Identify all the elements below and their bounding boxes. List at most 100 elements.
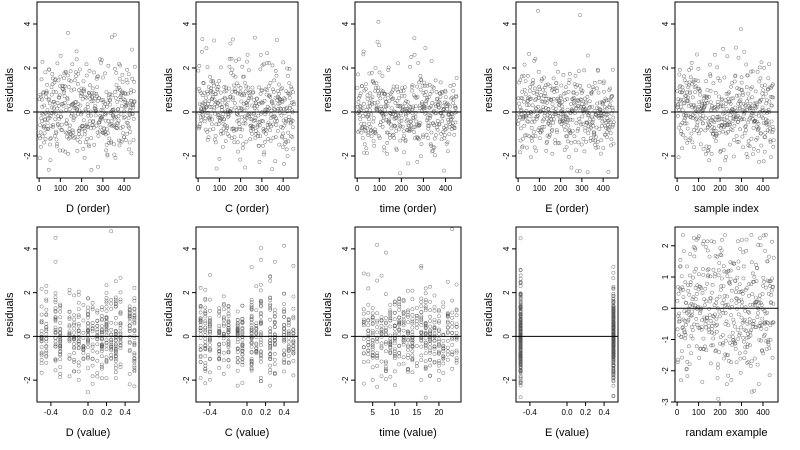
data-point [268,356,273,361]
data-point [417,80,421,85]
data-point [240,146,245,150]
data-point [745,99,749,104]
data-point [244,116,249,120]
data-point [748,303,753,307]
data-point [369,100,374,105]
data-point [563,120,568,125]
data-point [67,329,72,334]
data-point [720,301,725,306]
data-point [692,322,696,327]
x-tick-label: 300 [735,408,749,417]
data-point [403,85,407,90]
x-tick-label: 0 [37,184,42,193]
data-point [75,149,80,153]
data-point [696,79,701,83]
data-point [58,352,63,356]
data-point [90,349,95,353]
data-point [611,325,616,330]
data-point [748,106,752,111]
data-point [611,372,616,376]
data-point [423,364,428,369]
data-point [763,83,767,88]
data-point [249,307,254,312]
data-point [132,360,137,365]
data-point [720,117,725,121]
data-point [767,99,772,104]
data-point [61,90,66,95]
data-point [419,78,424,83]
x-tick-label: 300 [735,184,749,193]
data-point [725,382,729,386]
data-point [109,320,114,325]
data-point [226,325,231,330]
data-point [450,310,455,315]
data-point [270,63,275,68]
data-point [198,121,203,126]
data-point [100,344,104,349]
data-point [716,365,720,370]
y-tick-label: 2 [23,290,32,295]
data-point [716,273,721,278]
data-point [51,123,55,127]
data-point [604,98,609,103]
data-point [258,67,263,72]
data-point [683,116,687,121]
data-point [283,97,287,102]
data-point [266,84,271,89]
data-point [281,107,286,112]
data-point [532,59,537,63]
data-point [431,121,436,125]
data-point [53,357,58,362]
data-point [384,364,388,369]
data-point [291,102,296,107]
data-point [221,316,226,321]
data-point [611,323,616,327]
data-point [545,139,549,144]
data-point [703,322,708,326]
data-point [198,304,203,308]
data-point [240,329,245,334]
data-point [109,345,114,350]
data-point [676,155,681,160]
data-point [420,83,425,88]
data-point [721,311,726,315]
data-point [96,134,101,138]
data-point [65,96,70,100]
data-point [240,303,245,308]
data-point [428,339,432,343]
data-point [518,360,523,364]
data-point [432,317,437,322]
data-point [713,254,718,258]
data-point [758,98,763,102]
plot-frame [354,226,462,403]
data-point [608,98,613,103]
data-point [596,68,600,73]
data-point [709,152,714,156]
data-point [750,113,755,118]
data-point [683,336,687,341]
data-point [440,119,445,124]
data-point [118,321,123,326]
data-point [86,321,90,325]
data-point [542,75,546,80]
data-point [566,89,571,94]
data-point [388,316,393,321]
data-point [238,134,243,139]
data-point [367,121,371,126]
y-tick-label: 0 [661,109,670,114]
data-point [210,122,214,127]
data-point [715,65,719,70]
data-point [104,340,109,345]
data-point [271,122,275,127]
data-point [454,324,459,329]
data-point [675,360,680,364]
data-point [224,102,229,107]
data-point [611,285,616,289]
data-point [527,52,531,56]
data-point [539,78,544,83]
data-point [608,131,613,135]
data-point [87,144,91,149]
data-point [392,341,397,346]
y-tick-label: 2 [23,65,32,70]
data-point [426,95,431,99]
